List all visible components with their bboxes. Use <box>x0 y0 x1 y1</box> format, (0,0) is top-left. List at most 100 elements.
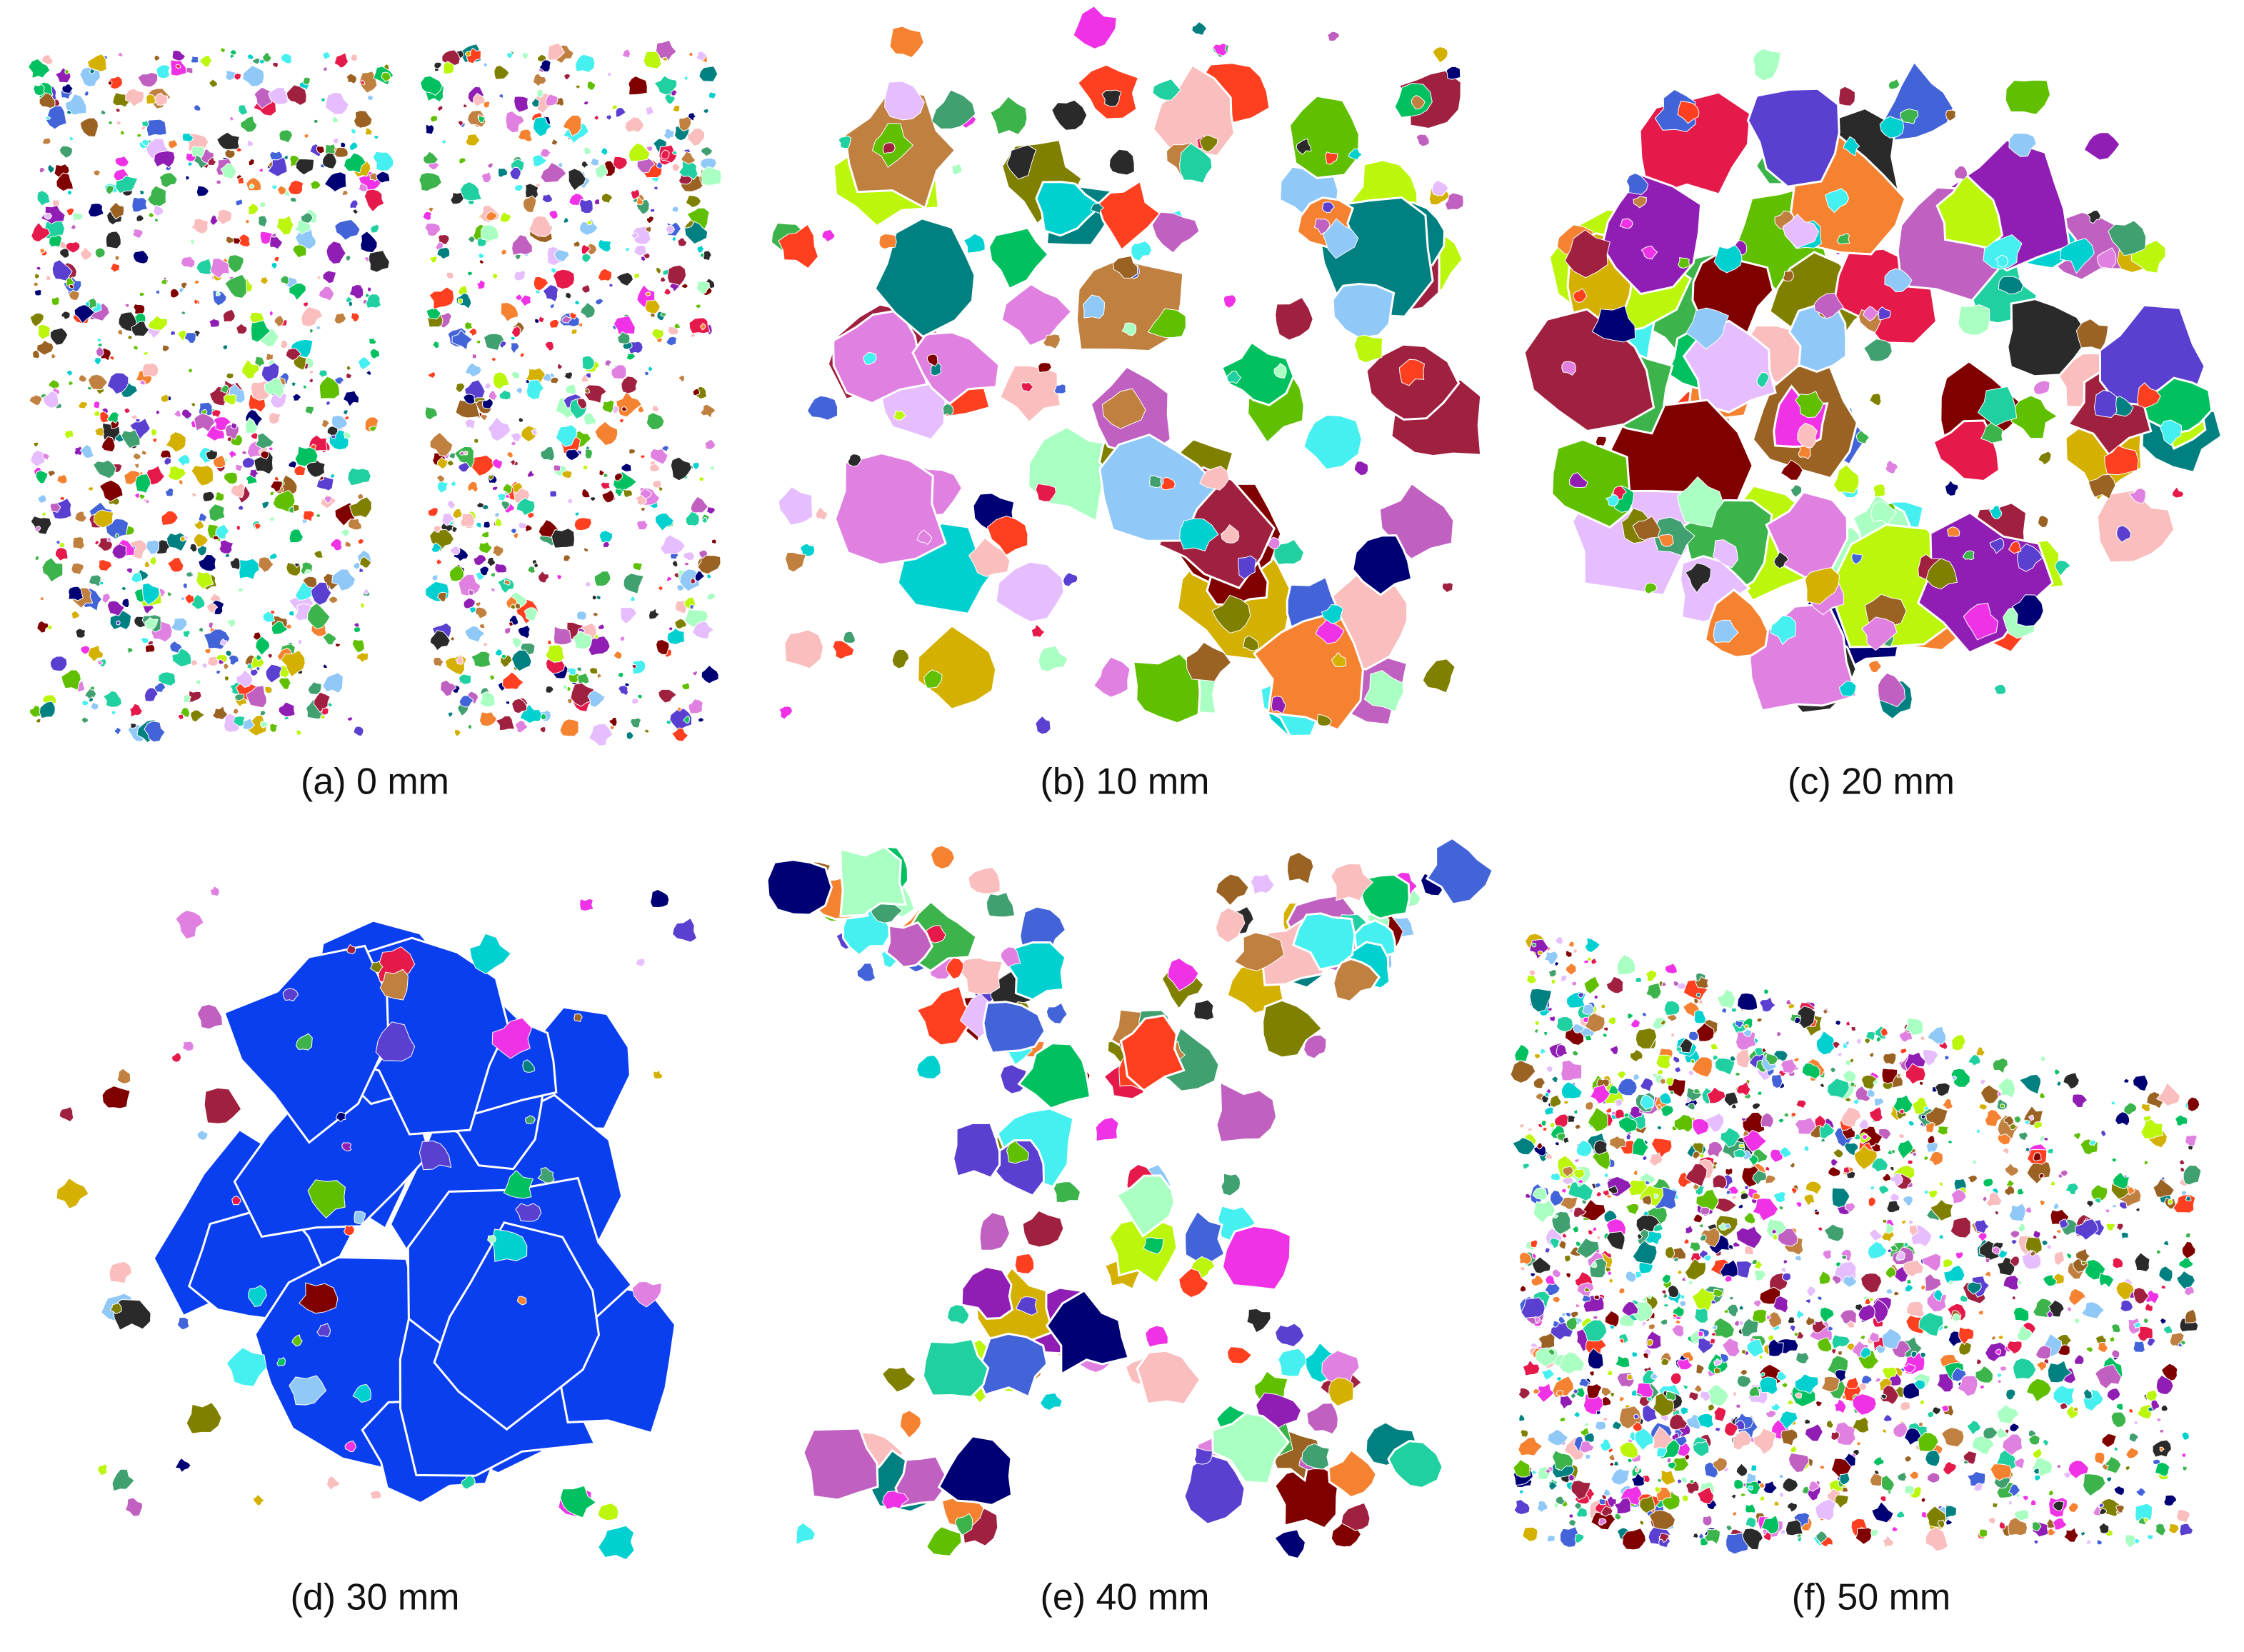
segment <box>1273 363 1287 379</box>
segment <box>1940 1405 1950 1412</box>
segment <box>222 344 229 351</box>
segment <box>1341 1502 1371 1531</box>
segment <box>109 201 125 220</box>
segment <box>1431 179 1449 196</box>
segment <box>254 522 261 530</box>
segment <box>1215 1080 1278 1143</box>
segment <box>1644 582 1658 594</box>
segment <box>106 600 126 616</box>
segment <box>1770 1148 1783 1163</box>
segment <box>2057 1344 2070 1356</box>
segment <box>516 497 536 516</box>
segment <box>630 188 641 201</box>
segment <box>137 71 159 88</box>
segment <box>517 624 531 639</box>
segment <box>1678 1038 1693 1053</box>
segment <box>1825 1420 1834 1429</box>
segment <box>216 209 232 226</box>
segment <box>185 175 191 181</box>
segment <box>893 410 907 421</box>
segment <box>326 241 346 265</box>
segment <box>1544 1106 1555 1116</box>
segment <box>1661 1469 1676 1486</box>
segment <box>1873 1079 1879 1086</box>
segment <box>479 711 498 727</box>
segment <box>139 291 145 297</box>
segment <box>381 71 391 83</box>
segment <box>166 532 188 552</box>
segment <box>916 1054 941 1079</box>
segment <box>1908 1219 1914 1225</box>
segment <box>568 667 577 676</box>
segment <box>2116 525 2132 543</box>
segment <box>1321 604 1344 624</box>
segment <box>614 488 623 497</box>
segment <box>204 1087 242 1124</box>
segment <box>1777 1228 1798 1247</box>
segment <box>1790 1162 1795 1168</box>
segment <box>96 337 103 344</box>
segment <box>39 596 45 601</box>
segment <box>1745 1472 1757 1484</box>
segment <box>881 1490 909 1510</box>
segment <box>1712 1053 1718 1061</box>
segment <box>963 233 986 254</box>
segment <box>1868 1297 1875 1303</box>
segment <box>514 254 521 261</box>
segment <box>597 1525 635 1561</box>
segment <box>1831 1275 1842 1285</box>
segment <box>209 318 221 328</box>
segment <box>209 78 219 89</box>
segment <box>590 496 596 502</box>
segment <box>510 527 518 534</box>
segment <box>110 710 116 716</box>
segment <box>584 388 591 394</box>
segment <box>2003 1275 2020 1291</box>
segment <box>574 299 581 306</box>
segment <box>1823 1223 1845 1242</box>
segment <box>497 167 509 178</box>
segment <box>506 451 514 459</box>
segment <box>491 458 503 470</box>
segment <box>105 231 121 249</box>
segment <box>2055 1228 2061 1234</box>
segment <box>109 355 115 361</box>
segment <box>947 1304 970 1325</box>
segment <box>1920 1283 1926 1291</box>
segment <box>1882 1535 1895 1548</box>
segment <box>265 353 274 361</box>
segment <box>1998 1521 2006 1530</box>
segment <box>1547 1006 1553 1012</box>
segment <box>1681 1494 1689 1502</box>
segment <box>1805 1181 1823 1195</box>
segment <box>628 75 648 96</box>
segment <box>274 476 279 481</box>
segment <box>88 574 101 587</box>
segment <box>1815 1498 1836 1521</box>
segment <box>1035 483 1056 502</box>
segment <box>863 351 877 366</box>
segment <box>1925 1526 1948 1552</box>
segment <box>321 419 330 429</box>
segment <box>2181 1453 2187 1458</box>
segment <box>1927 1411 1935 1418</box>
segment <box>1732 1430 1752 1451</box>
segment <box>196 1003 224 1030</box>
segment <box>1003 941 1067 1001</box>
segment <box>193 218 209 234</box>
segment <box>70 610 81 619</box>
segment <box>451 526 458 534</box>
segment <box>1991 1246 2000 1255</box>
segment <box>1689 1241 1701 1252</box>
segment <box>282 988 299 1002</box>
segment <box>220 163 237 179</box>
segment <box>1573 1206 1587 1218</box>
segment <box>1582 1319 1608 1342</box>
segment <box>1527 1127 1533 1132</box>
segment <box>1688 1031 1699 1041</box>
segment <box>1221 1173 1241 1196</box>
segment <box>64 429 74 439</box>
segment <box>1865 1031 1876 1041</box>
segment <box>556 363 563 370</box>
segment <box>316 513 321 519</box>
